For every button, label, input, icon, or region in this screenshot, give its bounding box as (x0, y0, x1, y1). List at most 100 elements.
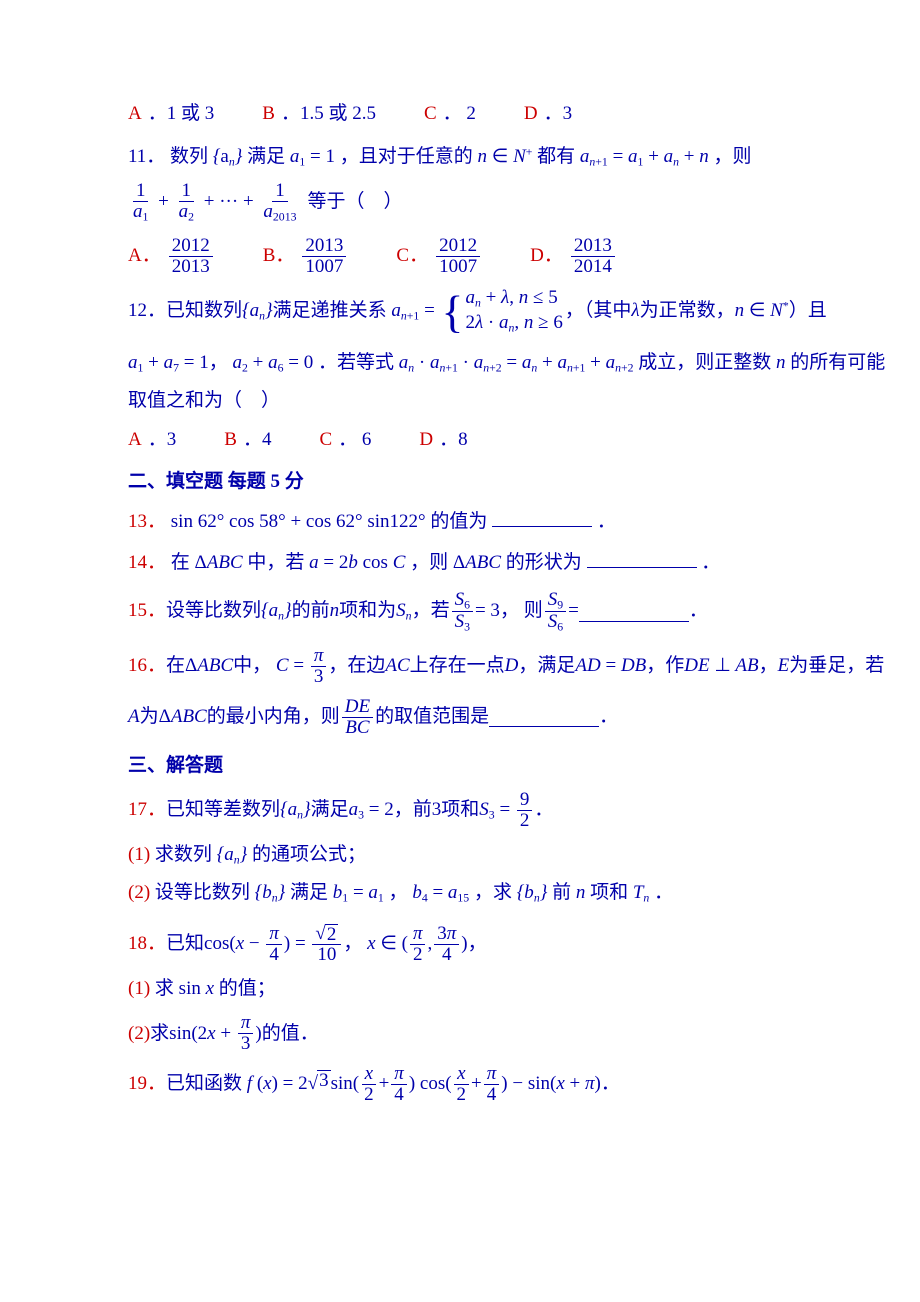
q10-opt-c: C ． 2 (424, 100, 476, 129)
text: 在 (166, 652, 185, 681)
sub-num: (1) (128, 844, 150, 865)
eq: = (568, 597, 579, 626)
text: 的值为 (430, 511, 487, 532)
q13: 13． sin 62° cos 58° + cos 62° sin122° 的值… (128, 507, 920, 537)
opt-text: ．4 (243, 426, 272, 455)
blank (492, 507, 592, 527)
text: 求数列 (155, 844, 212, 865)
q12-opt-b: B ．4 (224, 426, 271, 455)
opt-text: ． 2 (443, 100, 476, 129)
q-number: 11． (128, 146, 165, 167)
text: ，在边 (328, 652, 385, 681)
text: ，求 (474, 882, 512, 903)
opt-label: D (524, 100, 538, 129)
opt-frac: 2013 2014 (571, 236, 615, 277)
q-number: 12． (128, 297, 166, 326)
opt-text: ．8 (439, 426, 468, 455)
text: 的取值范围是 (375, 703, 489, 732)
q11-opt-b: B． 2013 1007 (263, 236, 349, 277)
text: ，若 (412, 597, 450, 626)
text: 的值． (262, 1020, 319, 1049)
q11-opt-c: C． 2012 1007 (396, 236, 482, 277)
text: 已知数列 (166, 297, 242, 326)
section-fill: 二、填空题 每题 5 分 (128, 468, 920, 497)
q12-stem-2: a1 + a7 = 1， a2 + a6 = 0 ．若等式 an · an+1 … (128, 349, 920, 378)
text: ， 则 (500, 597, 543, 626)
opt-text: ．1.5 或 2.5 (281, 100, 376, 129)
q-number: 18． (128, 930, 166, 959)
text: 满足 (311, 796, 349, 825)
text: 的最小内角，则 (207, 703, 340, 732)
period: ． (597, 511, 616, 532)
text: 设等比数列 (166, 597, 261, 626)
text: 的形状为 (506, 552, 582, 573)
period: ． (701, 552, 720, 573)
text: ． (654, 882, 673, 903)
q16-line1: 16． 在 ΔABC 中， C = π3 ，在边 AC 上存在一点 D ，满足 … (128, 646, 920, 687)
text: 项和为 (339, 597, 396, 626)
q12-options: A ．3 B ．4 C ． 6 D ．8 (128, 426, 920, 455)
blank (579, 602, 689, 622)
text: ， (468, 930, 487, 959)
opt-text: ． 6 (338, 426, 371, 455)
text: 等于（ ） (307, 188, 402, 217)
text: 为 (140, 703, 159, 732)
text: ，则 (410, 552, 448, 573)
text: ．若等式 (318, 352, 394, 373)
text: 满足 (247, 146, 285, 167)
opt-frac: 2012 2013 (169, 236, 213, 277)
q17-p2: (2) 设等比数列 {bn} 满足 b1 = a1 ， b4 = a15 ，求 … (128, 879, 920, 908)
text: 为正常数， (640, 297, 735, 326)
q10-options: A ．1 或 3 B ．1.5 或 2.5 C ． 2 D ．3 (128, 100, 920, 129)
opt-label: B (224, 426, 237, 455)
text: 已知函数 (166, 1070, 242, 1099)
text: ，作 (646, 652, 684, 681)
text: ． (601, 1070, 620, 1099)
piecewise: { an + λ, n ≤ 5 2λ · an, n ≥ 6 (442, 286, 563, 336)
text: 中，若 (247, 552, 304, 573)
q-number: 17． (128, 796, 166, 825)
text: 在 (171, 552, 190, 573)
opt-text: ．3 (544, 100, 573, 129)
text: 取值之和为（ ） (128, 390, 280, 411)
q-number: 13． (128, 511, 166, 532)
q10-opt-b: B ．1.5 或 2.5 (262, 100, 376, 129)
q11-sum: 1a1 + 1a2 + ··· + 1a2013 等于（ ） (128, 181, 920, 224)
text: 求 (155, 978, 174, 999)
text: ， (759, 652, 778, 681)
q-number: 14． (128, 552, 166, 573)
expr: sin 62° cos 58° + cos 62° sin122° (171, 511, 426, 532)
frac: S9 S6 (545, 590, 566, 634)
text: ，（其中 (565, 297, 632, 326)
period: ． (689, 597, 708, 626)
sub-num: (1) (128, 978, 150, 999)
opt-label: C (319, 426, 332, 455)
eq: = 3 (475, 597, 500, 626)
text: 的所有可能 (790, 352, 885, 373)
opt-label: D (419, 426, 433, 455)
text: 的通项公式； (252, 844, 366, 865)
opt-label: D． (530, 242, 563, 271)
section-solve: 三、解答题 (128, 752, 920, 781)
opt-text: ．1 或 3 (148, 100, 215, 129)
q14: 14． 在 ΔABC 中，若 a = 2b cos C ，则 ΔABC 的形状为… (128, 548, 920, 578)
q-number: 15． (128, 597, 166, 626)
q12-stem-3: 取值之和为（ ） (128, 387, 920, 416)
q15: 15． 设等比数列 {an} 的前 n 项和为 Sn ，若 S6 S3 = 3 … (128, 590, 920, 634)
text: 前 (552, 882, 571, 903)
text: ． (534, 796, 553, 825)
q17-p1: (1) 求数列 {an} 的通项公式； (128, 841, 920, 870)
text: ，则 (714, 146, 752, 167)
text: 项和 (590, 882, 628, 903)
q10-opt-a: A ．1 或 3 (128, 100, 214, 129)
q18-stem: 18． 已知 cos(x − π4 ) = √2 10 ， x ∈ ( π2 ,… (128, 924, 920, 965)
q12-opt-d: D ．8 (419, 426, 467, 455)
text: 为垂足，若 (789, 652, 884, 681)
opt-label: B (262, 100, 275, 129)
opt-text: ．3 (148, 426, 177, 455)
text: 上存在一点 (410, 652, 505, 681)
opt-label: A． (128, 242, 161, 271)
text: 成立，则正整数 (638, 352, 771, 373)
q17-stem: 17． 已知等差数列 {an} 满足 a3 = 2 ，前 3 项和 S3 = 9… (128, 790, 920, 831)
text: 都有 (537, 146, 575, 167)
